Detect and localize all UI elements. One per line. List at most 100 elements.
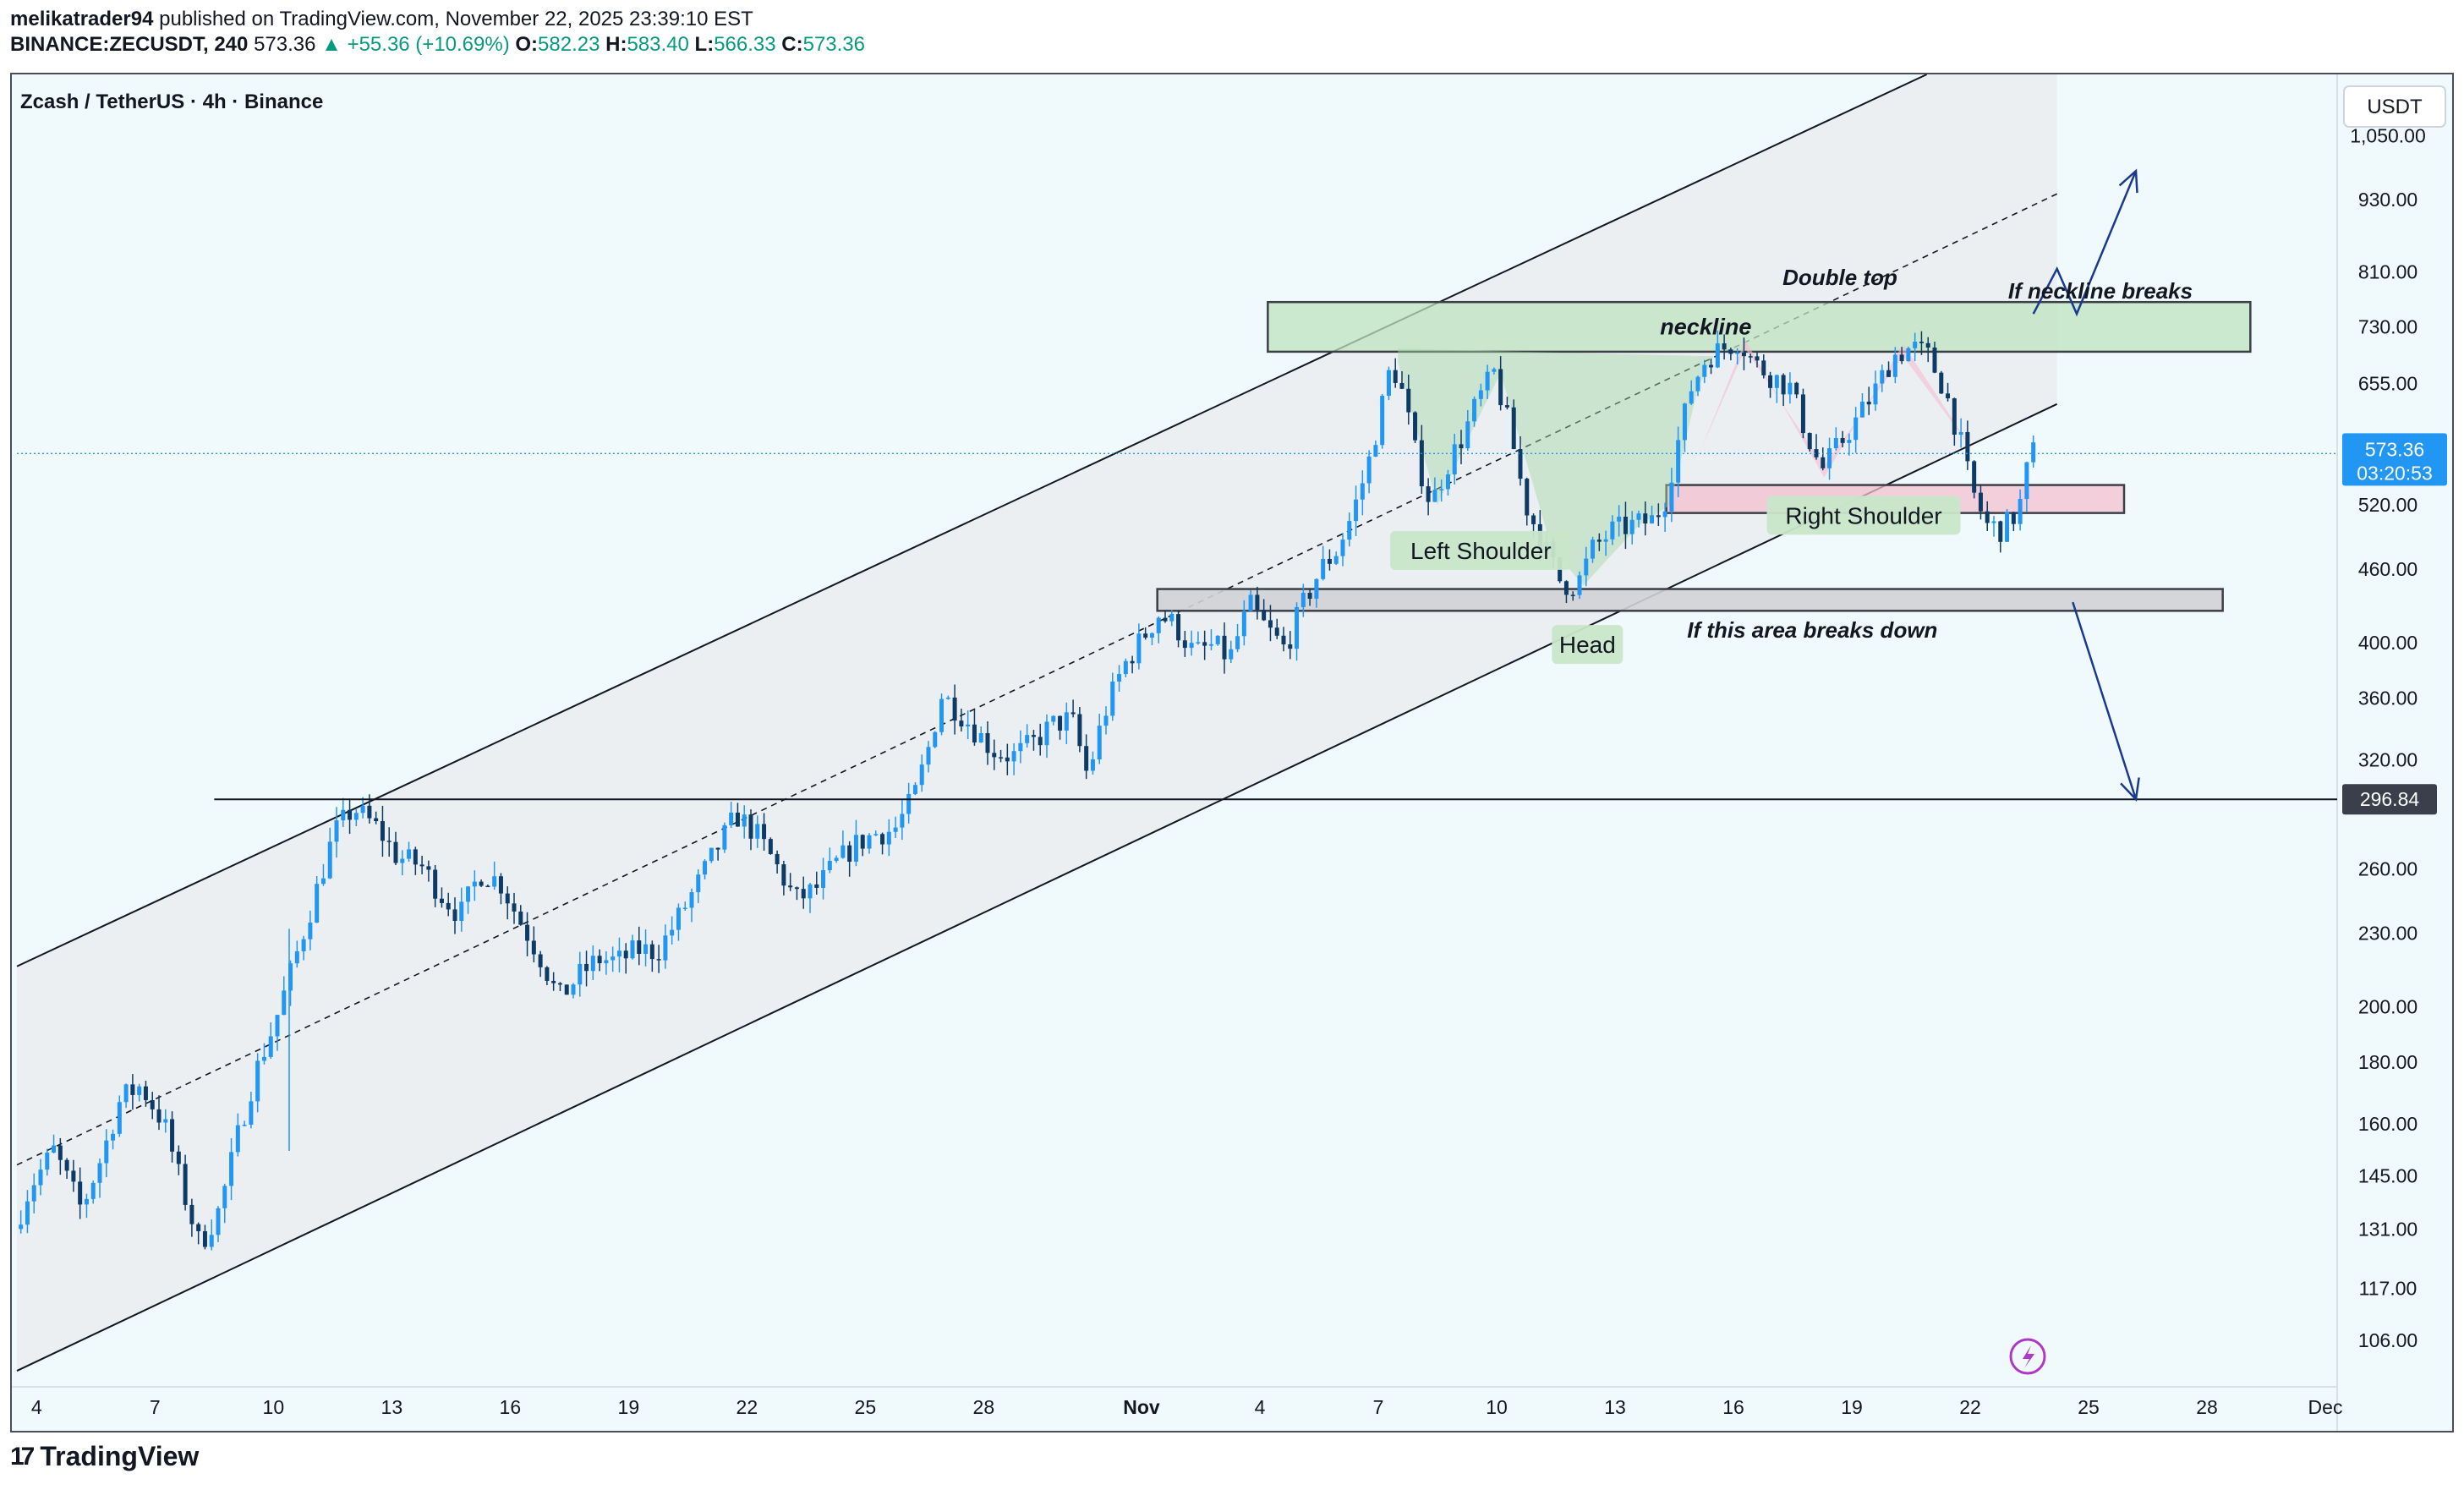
- candle-up: [1241, 611, 1246, 637]
- candle-up: [1051, 715, 1056, 722]
- candle-up: [1373, 445, 1378, 457]
- candle-down: [1070, 712, 1076, 715]
- candle-up: [1636, 513, 1641, 520]
- candle-up: [1788, 382, 1793, 395]
- candle-up: [1366, 456, 1372, 484]
- candle-up: [703, 861, 708, 875]
- candle-down: [64, 1159, 69, 1171]
- candle-up: [97, 1163, 102, 1183]
- candle-up: [663, 935, 668, 961]
- candle-down: [156, 1109, 162, 1123]
- projection-up-arrow[interactable]: [2032, 170, 2138, 317]
- candle-up: [1300, 593, 1306, 607]
- candle-up: [1906, 348, 1911, 362]
- candle-up: [1215, 635, 1220, 644]
- candle-up: [689, 892, 694, 908]
- annotation-text: If this area breaks down: [1687, 617, 1937, 643]
- candle-down: [1202, 642, 1207, 646]
- author-name[interactable]: melikatrader94: [10, 8, 154, 30]
- price-tick-label: 730.00: [2358, 315, 2417, 337]
- candle-down: [959, 720, 964, 727]
- candle-up: [1169, 614, 1175, 622]
- price-tick-label: 320.00: [2358, 749, 2417, 771]
- candle-down: [801, 889, 806, 899]
- candle-up: [301, 939, 306, 951]
- high-label: H:: [605, 33, 627, 56]
- price-chart[interactable]: neckline Double top If neckline breaks If …: [12, 14, 2452, 1431]
- close-value: 573.36: [802, 33, 865, 56]
- candle-down: [1899, 354, 1904, 362]
- candle-up: [1650, 515, 1655, 524]
- candle-up: [1445, 474, 1450, 490]
- candle-down: [623, 950, 628, 959]
- price-tick-label: 260.00: [2358, 858, 2417, 880]
- breakdown-zone-rect[interactable]: [1156, 588, 2224, 612]
- candle-down: [794, 887, 799, 890]
- candle-up: [1229, 649, 1234, 660]
- price-tick-label: 131.00: [2358, 1218, 2417, 1240]
- candle-down: [1511, 407, 1516, 450]
- candle-down: [1755, 356, 1760, 361]
- candle-down: [1288, 644, 1293, 649]
- candle-down: [512, 903, 517, 912]
- candle-down: [374, 818, 379, 822]
- tradingview-brand[interactable]: 17 TradingView: [10, 1441, 199, 1472]
- time-tick-label: Nov: [1123, 1396, 1160, 1418]
- candle-up: [867, 835, 872, 849]
- chart-frame[interactable]: neckline Double top If neckline breaks If …: [10, 14, 2454, 1432]
- candle-down: [380, 821, 385, 841]
- candle-down: [393, 841, 398, 863]
- candle-down: [880, 834, 885, 845]
- candle-up: [1314, 578, 1319, 600]
- candle-up: [578, 963, 583, 985]
- candle-up: [840, 845, 846, 858]
- inverse-head-shoulders-shade: [1398, 348, 1714, 586]
- price-axis[interactable]: 1,050.00 930.00 810.00 730.00 655.00 520.00 46…: [2342, 125, 2447, 1351]
- countdown-label: 03:20:53: [2357, 462, 2433, 484]
- projection-down-arrow[interactable]: [2072, 601, 2138, 800]
- publisher-line: melikatrader94 published on TradingView.…: [10, 7, 865, 32]
- candle-down: [419, 864, 424, 867]
- candle-down: [985, 732, 990, 753]
- candle-down: [1748, 356, 1753, 358]
- candle-down: [847, 845, 852, 863]
- candle-up: [249, 1101, 254, 1126]
- candle-up: [492, 876, 497, 887]
- currency-label: USDT: [2367, 96, 2423, 118]
- neckline-rect[interactable]: [1267, 300, 2252, 353]
- candle-up: [611, 956, 616, 961]
- flash-icon[interactable]: [2009, 1338, 2046, 1375]
- candle-up: [222, 1186, 227, 1208]
- candle-up: [1156, 617, 1161, 633]
- candle-up: [604, 960, 609, 964]
- currency-button[interactable]: USDT: [2343, 85, 2446, 128]
- candle-down: [1932, 348, 1937, 373]
- candle-down: [1222, 635, 1227, 660]
- last-price: 573.36: [254, 33, 316, 56]
- candle-down: [1426, 486, 1431, 502]
- candle-up: [38, 1170, 43, 1186]
- candle-down: [71, 1170, 76, 1182]
- high-value: 583.40: [627, 33, 689, 56]
- candle-down: [196, 1224, 201, 1231]
- candle-down: [748, 814, 753, 839]
- neckline-label: neckline: [1660, 315, 1751, 340]
- time-tick-label: 28: [973, 1396, 995, 1418]
- candle-up: [209, 1235, 214, 1247]
- channel-upper-line[interactable]: [16, 74, 1928, 967]
- tradingview-logo-text: TradingView: [40, 1441, 200, 1471]
- chart-title: Zcash / TetherUS · 4h · Binance: [20, 90, 323, 113]
- symbol-ohlc-line: BINANCE:ZECUSDT, 240 573.36 ▲ +55.36 (+1…: [10, 32, 865, 58]
- candle-up: [616, 950, 621, 957]
- candle-up: [1465, 421, 1470, 449]
- level-tag-bg: [2342, 784, 2437, 815]
- open-value: 582.23: [538, 33, 600, 56]
- candle-down: [972, 724, 977, 743]
- candle-up: [827, 861, 832, 870]
- channel-lower-line[interactable]: [16, 403, 2058, 1372]
- candle-up: [1123, 660, 1128, 675]
- candle-down: [426, 866, 431, 870]
- candle-down: [1761, 360, 1766, 375]
- time-axis[interactable]: 4 7 10 13 16 19 22 25 28 Nov 4 7 10 13 16 19 22 25 28 Dec: [31, 1396, 2343, 1418]
- candle-up: [1662, 511, 1667, 518]
